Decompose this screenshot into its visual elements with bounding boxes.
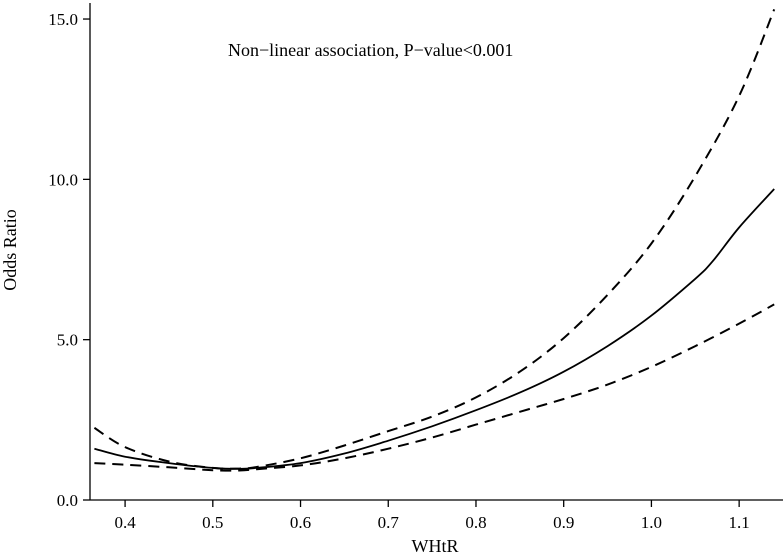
chart-annotation: Non−linear association, P−value<0.001 bbox=[228, 40, 513, 60]
y-tick-label: 0.0 bbox=[57, 491, 78, 510]
y-tick-label: 15.0 bbox=[48, 10, 78, 29]
series-layer bbox=[93, 9, 776, 472]
x-tick-label: 0.9 bbox=[553, 513, 574, 532]
lower-ci-line bbox=[94, 303, 775, 472]
y-ticks: 0.0 5.0 10.0 15.0 bbox=[48, 10, 90, 510]
y-tick-label: 10.0 bbox=[48, 170, 78, 189]
x-tick-label: 1.1 bbox=[729, 513, 750, 532]
x-tick-label: 0.4 bbox=[114, 513, 136, 532]
y-tick-label: 5.0 bbox=[57, 331, 78, 350]
odds-ratio-line bbox=[94, 188, 775, 470]
x-tick-label: 0.6 bbox=[290, 513, 311, 532]
x-tick-label: 0.7 bbox=[378, 513, 400, 532]
x-tick-label: 1.0 bbox=[641, 513, 662, 532]
x-tick-label: 0.5 bbox=[202, 513, 223, 532]
x-tick-label: 0.8 bbox=[465, 513, 486, 532]
x-axis-label: WHtR bbox=[412, 536, 459, 556]
y-axis-label: Odds Ratio bbox=[0, 209, 20, 291]
x-ticks: 0.4 0.5 0.6 0.7 0.8 0.9 1.0 1.1 bbox=[114, 500, 750, 532]
upper-ci-line bbox=[93, 9, 776, 470]
